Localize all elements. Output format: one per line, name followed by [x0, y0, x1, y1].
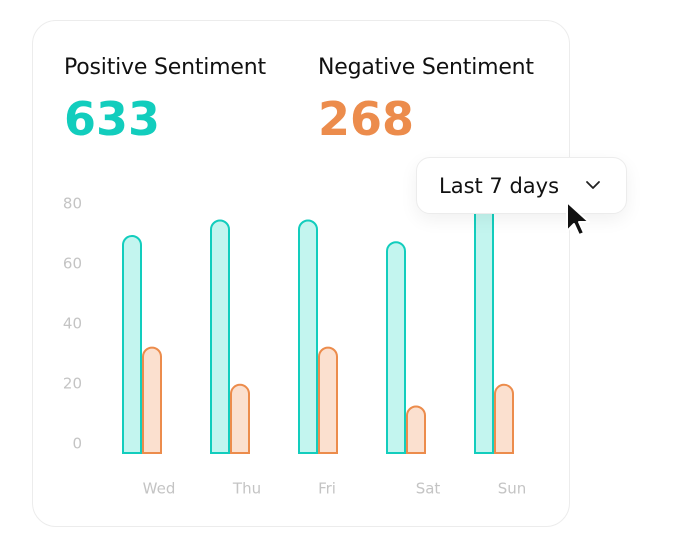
mouse-pointer-icon	[566, 201, 590, 236]
y-tick-label: 60	[63, 255, 82, 273]
y-tick-label: 40	[63, 315, 82, 333]
positive-sentiment-label: Positive Sentiment	[64, 55, 266, 80]
positive-sentiment-value: 633	[64, 92, 161, 146]
x-tick-label: Fri	[318, 480, 336, 498]
negative-bar-sat	[406, 405, 426, 454]
date-range-dropdown[interactable]: Last 7 days	[416, 157, 627, 214]
x-tick-label: Wed	[143, 480, 176, 498]
negative-bar-fri	[318, 346, 338, 454]
y-tick-label: 0	[72, 435, 82, 453]
positive-sentiment-stat: Positive Sentiment 633	[64, 55, 266, 142]
negative-sentiment-label: Negative Sentiment	[318, 55, 534, 80]
positive-bar-fri	[298, 219, 318, 454]
x-tick-label: Sat	[416, 480, 441, 498]
negative-bar-sun	[494, 383, 514, 454]
negative-sentiment-stat: Negative Sentiment 268	[318, 55, 534, 142]
negative-bar-thu	[230, 383, 250, 454]
x-tick-label: Sun	[498, 480, 527, 498]
y-tick-label: 80	[63, 195, 82, 213]
positive-bar-wed	[122, 235, 142, 454]
positive-bar-sun	[474, 204, 494, 454]
negative-bar-wed	[142, 346, 162, 454]
x-tick-label: Thu	[232, 480, 261, 498]
negative-sentiment-value: 268	[318, 92, 415, 146]
positive-bar-sat	[386, 241, 406, 454]
positive-bar-thu	[210, 219, 230, 454]
y-tick-label: 20	[63, 375, 82, 393]
chevron-down-icon	[586, 181, 600, 189]
date-range-value: Last 7 days	[439, 173, 560, 198]
